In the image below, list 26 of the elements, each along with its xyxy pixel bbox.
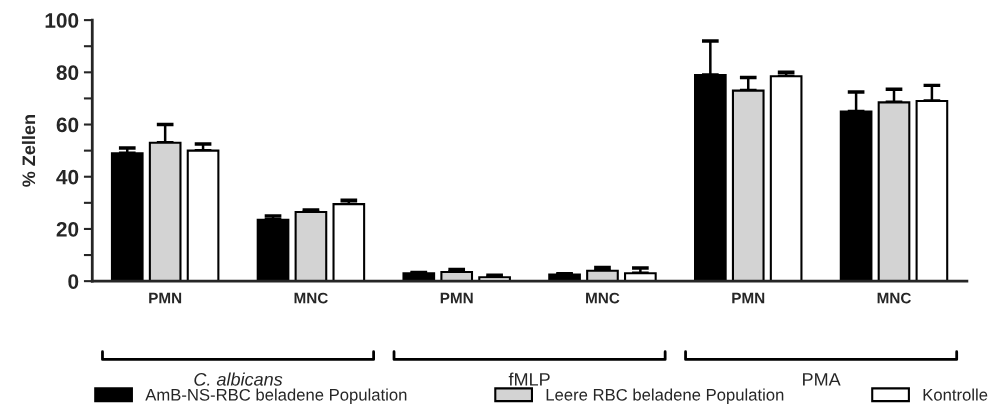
text: PMA — [803, 373, 841, 386]
x-tick-label: MNC — [586, 292, 620, 304]
y-tick-label: 60 — [56, 117, 79, 133]
legend-label: Leere RBC beladene Population — [546, 388, 784, 404]
bar — [110, 152, 144, 282]
y-tick-label: 0 — [68, 274, 79, 289]
bar — [186, 149, 220, 282]
legend-label: Kontrolle — [923, 388, 988, 401]
bar — [256, 218, 290, 282]
legend-label: AmB-NS-RBC beladene Population — [145, 388, 407, 404]
x-tick-label: PMN — [732, 292, 765, 304]
bar — [294, 210, 328, 282]
text: C. albicans — [194, 372, 283, 386]
text: fMLP — [508, 372, 550, 386]
y-tick-label: 20 — [56, 221, 79, 237]
x-tick-label: MNC — [877, 292, 911, 304]
bar — [440, 270, 474, 282]
bar — [402, 272, 436, 282]
x-tick-label: MNC — [294, 292, 328, 304]
bar — [769, 75, 803, 282]
y-tick-label: 100 — [45, 13, 79, 28]
y-tick-label: 80 — [56, 65, 79, 81]
y-tick-label: 40 — [56, 169, 79, 185]
y-axis-title: % Zellen — [21, 115, 36, 187]
x-tick-label: PMN — [440, 292, 473, 304]
x-tick-label: PMN — [149, 292, 182, 304]
